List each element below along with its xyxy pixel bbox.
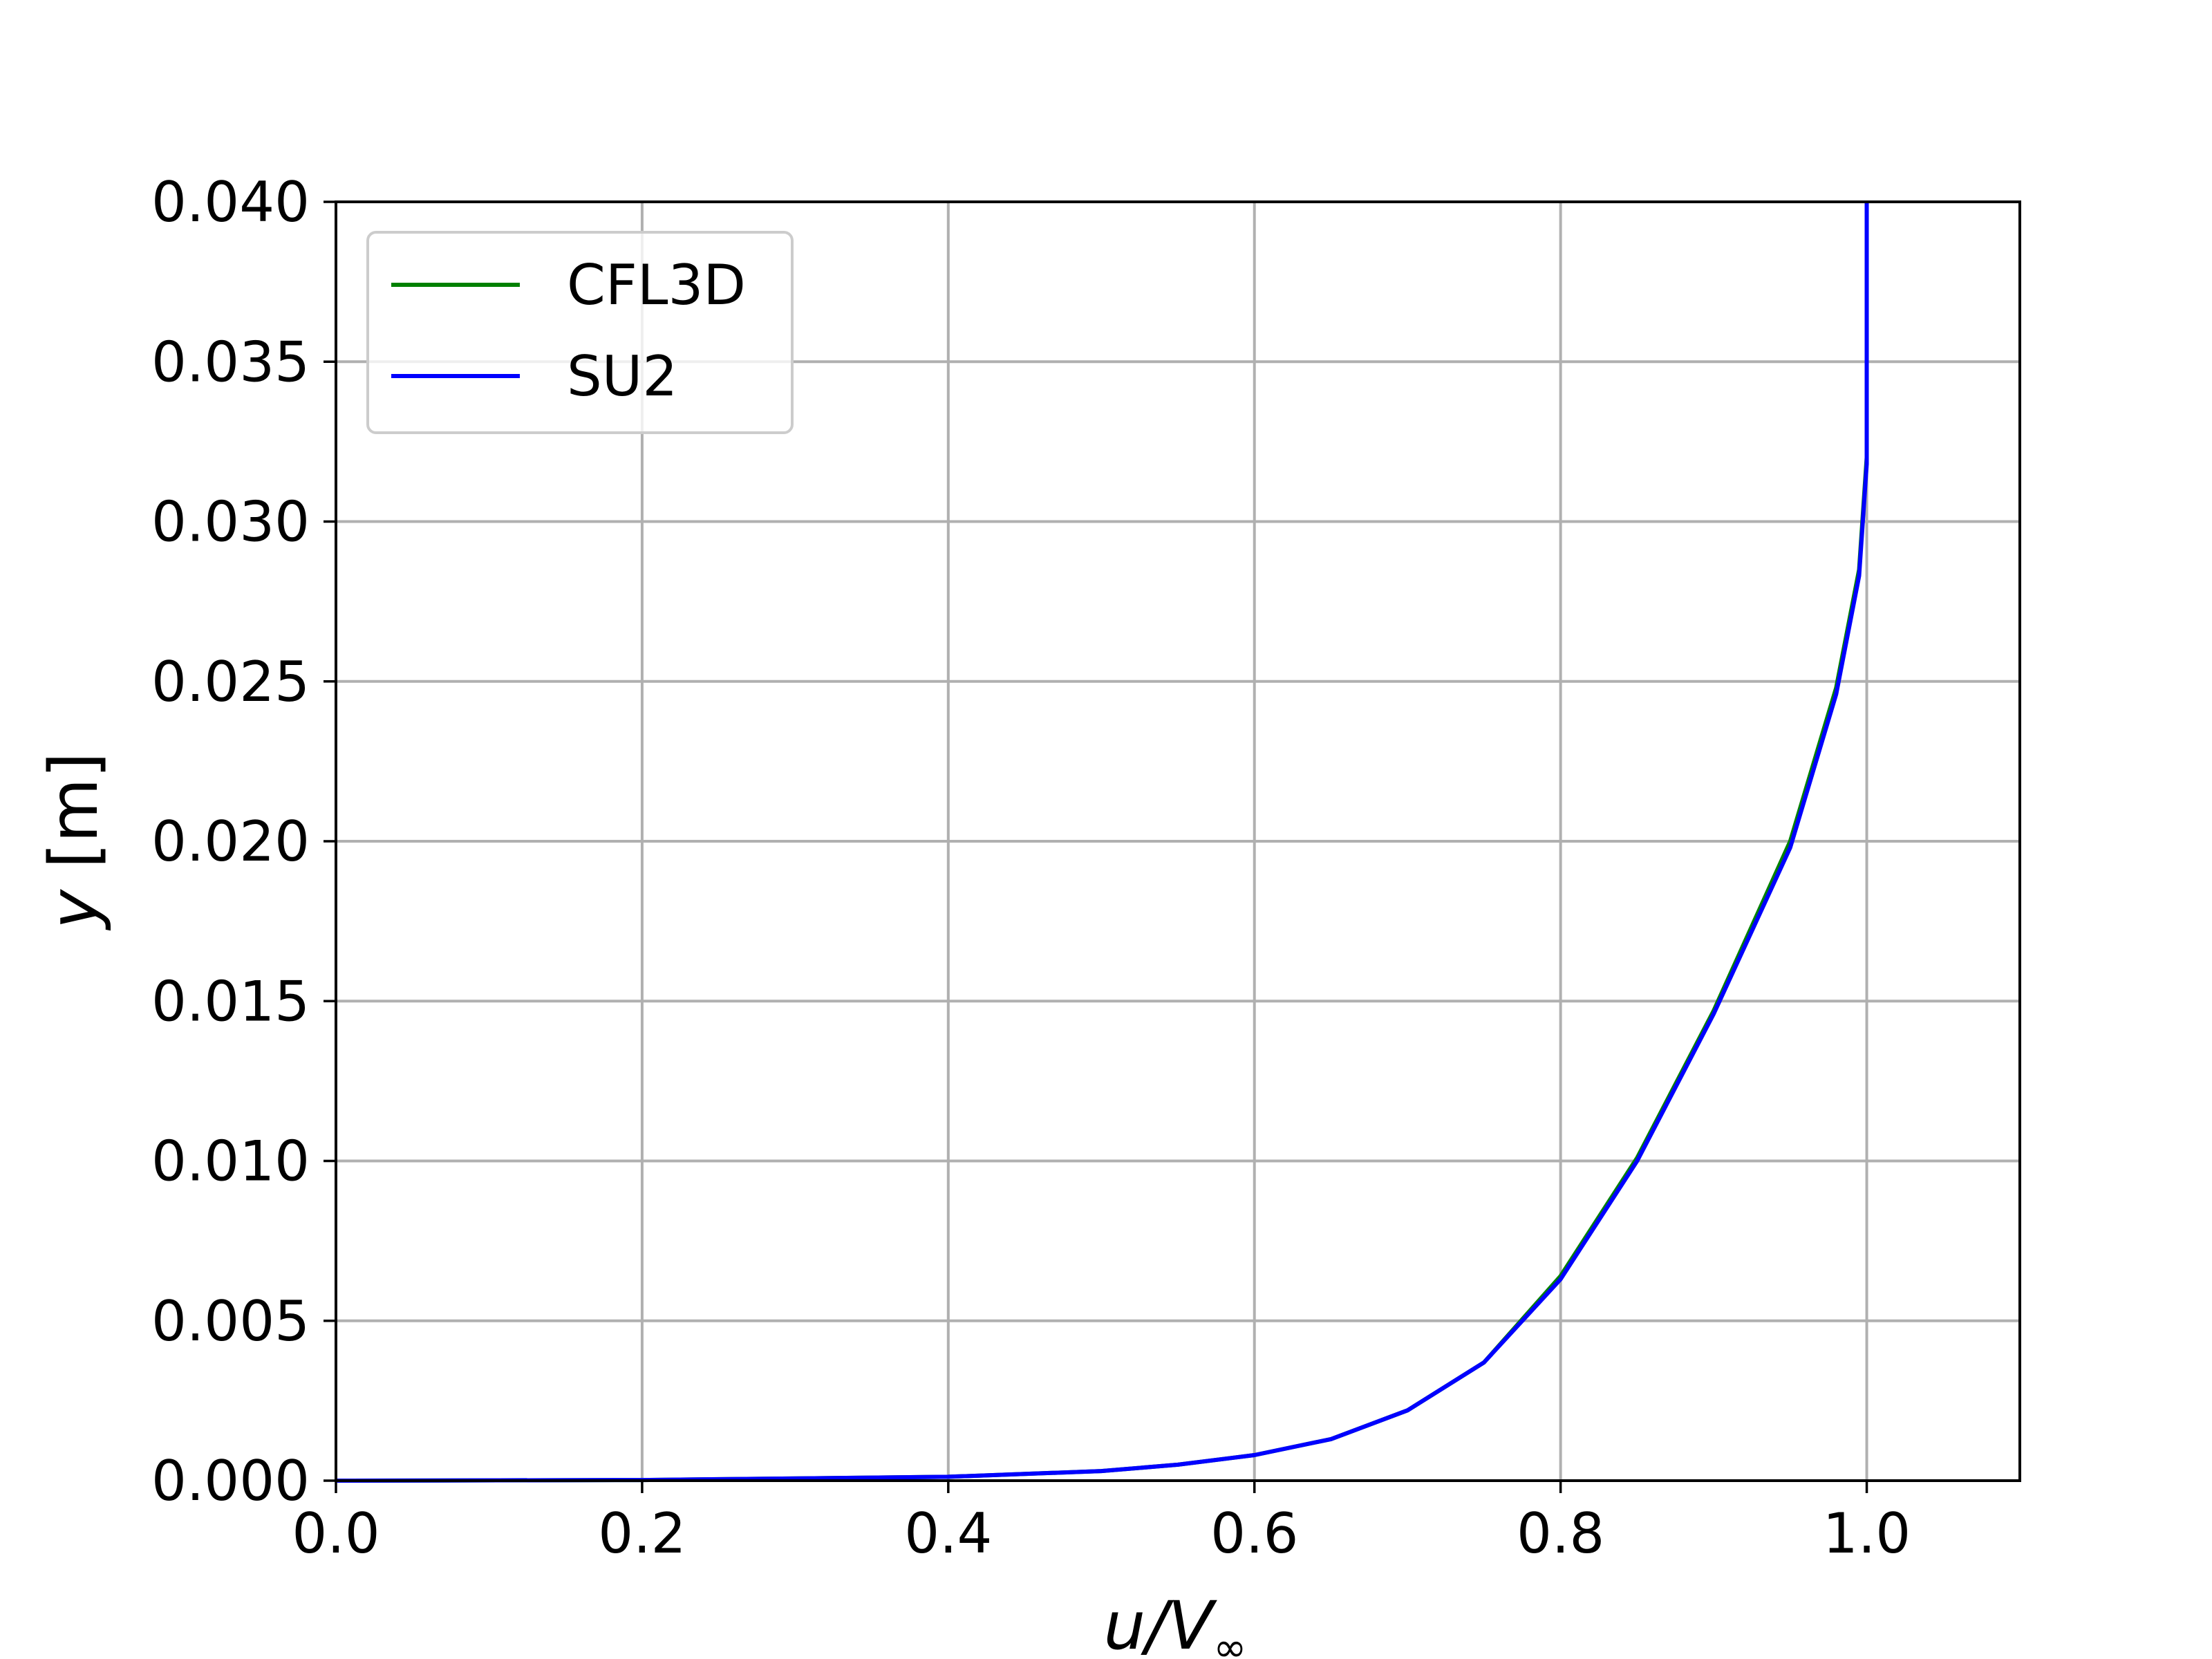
y-axis-label-unit: [m] xyxy=(35,752,113,890)
x-tick-label: 0.2 xyxy=(598,1501,686,1566)
legend-box xyxy=(366,231,794,434)
series-lines xyxy=(335,202,1869,1483)
y-tick-label: 0.035 xyxy=(151,330,310,394)
x-axis-label: u/V∞ xyxy=(1103,1587,1246,1659)
x-tick-label: 0.4 xyxy=(904,1501,992,1566)
legend-label-cfl3d: CFL3D xyxy=(567,253,746,317)
x-tick-label: 0.8 xyxy=(1517,1501,1604,1566)
y-tick-label: 0.025 xyxy=(151,650,310,714)
legend: CFL3D SU2 xyxy=(366,231,794,434)
y-axis-label-variable: y xyxy=(35,889,113,931)
y-tick-label: 0.040 xyxy=(151,170,310,234)
series-line-su2 xyxy=(335,202,1869,1483)
x-tick-label: 0.0 xyxy=(292,1501,379,1566)
ticks: 0.0 0.2 0.4 0.6 0.8 1.0 0.000 0.005 0.010 0.015 0.… xyxy=(151,170,1911,1566)
x-tick-label: 0.6 xyxy=(1210,1501,1298,1566)
y-tick-label: 0.005 xyxy=(151,1289,310,1353)
x-tick-label: 1.0 xyxy=(1823,1501,1911,1566)
x-axis-label-subscript: ∞ xyxy=(1213,1624,1246,1659)
y-axis-label: y [m] xyxy=(35,752,113,931)
x-axis-label-main: u/V xyxy=(1103,1587,1217,1659)
y-tick-label: 0.020 xyxy=(151,809,310,874)
y-tick-label: 0.030 xyxy=(151,490,310,554)
y-tick-label: 0.000 xyxy=(151,1449,310,1513)
legend-label-su2: SU2 xyxy=(567,344,677,409)
y-tick-label: 0.010 xyxy=(151,1130,310,1194)
y-tick-label: 0.015 xyxy=(151,969,310,1033)
